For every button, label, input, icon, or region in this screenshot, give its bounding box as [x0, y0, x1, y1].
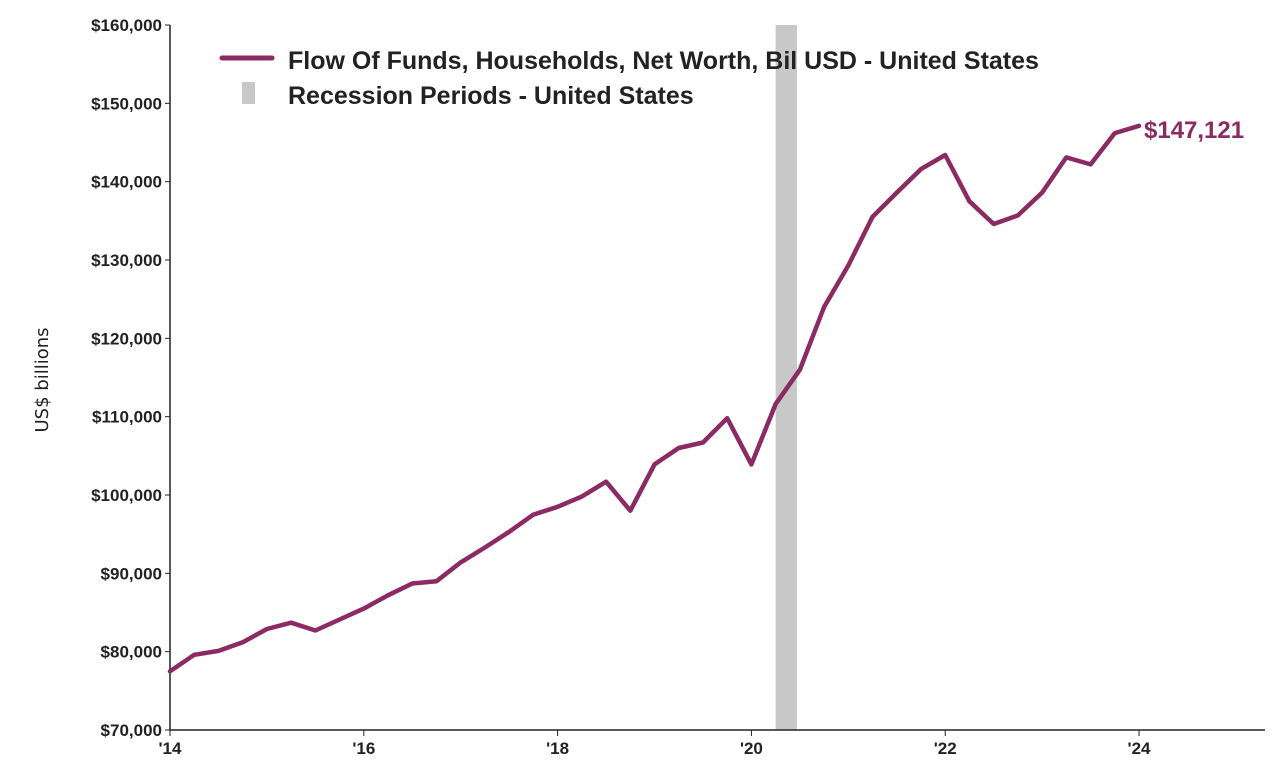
series-line-net-worth [167, 123, 1142, 674]
y-tick-label: $120,000 [91, 329, 162, 348]
x-tick-label: '18 [546, 739, 569, 758]
y-tick-label: $90,000 [101, 564, 162, 583]
x-tick-label: '14 [159, 739, 182, 758]
y-tick-label: $100,000 [91, 486, 162, 505]
x-tick-label: '16 [352, 739, 375, 758]
legend-label-net-worth: Flow Of Funds, Households, Net Worth, Bi… [288, 47, 1039, 75]
y-tick-label: $160,000 [91, 16, 162, 35]
legend-label-recession: Recession Periods - United States [288, 82, 694, 110]
x-tick-label: '20 [740, 739, 763, 758]
legend: Flow Of Funds, Households, Net Worth, Bi… [219, 47, 1039, 110]
axes [169, 25, 1265, 731]
last-value-label: $147,121 [1144, 117, 1244, 144]
y-tick-label: $150,000 [91, 94, 162, 113]
y-axis-ticks: $70,000 $80,000 $90,000 $100,000 $110,000 $12… [91, 16, 170, 740]
x-tick-label: '22 [934, 739, 957, 758]
y-axis-label: US$ billions [32, 327, 53, 432]
y-tick-label: $70,000 [101, 721, 162, 740]
y-tick-label: $130,000 [91, 251, 162, 270]
recession-band-0 [775, 25, 797, 730]
y-tick-label: $110,000 [92, 408, 162, 427]
legend-shade-swatch [242, 82, 255, 104]
recession-shading [775, 25, 797, 730]
y-tick-label: $140,000 [91, 173, 162, 192]
x-axis-ticks: '14 '16 '18 '20 '22 '24 [159, 730, 1151, 758]
series-lines [167, 123, 1142, 674]
x-tick-label: '24 [1128, 739, 1151, 758]
y-tick-label: $80,000 [101, 643, 162, 662]
